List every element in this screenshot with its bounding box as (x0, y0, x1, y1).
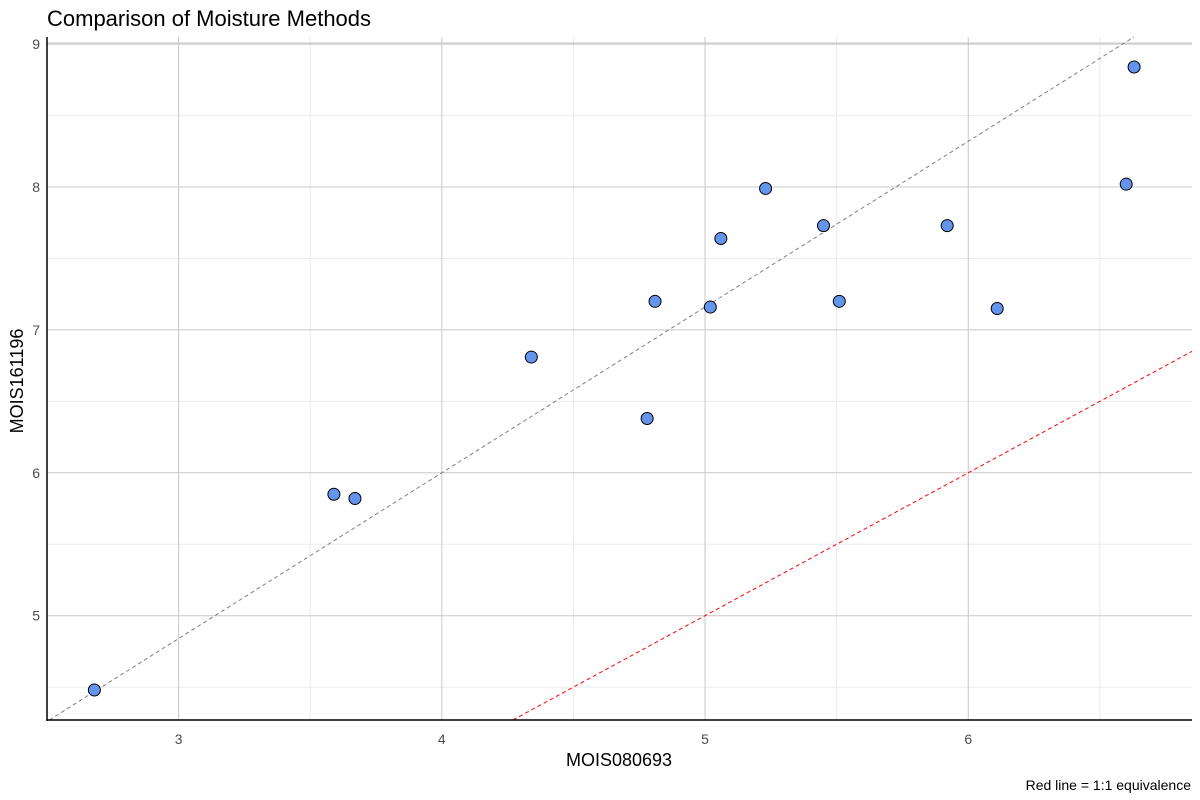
data-point (940, 219, 954, 233)
data-point (703, 300, 717, 314)
x-axis-title: MOIS080693 (566, 750, 672, 770)
data-point (1127, 60, 1141, 74)
y-tick-label: 5 (32, 608, 40, 624)
chart-caption: Red line = 1:1 equivalence (1026, 777, 1192, 793)
y-tick-label: 8 (32, 179, 40, 195)
data-point (648, 294, 662, 308)
data-point (327, 487, 341, 501)
grid-minor (46, 37, 1192, 720)
reference-lines (49, 36, 1193, 721)
data-point (348, 492, 362, 506)
regression-line (49, 36, 1135, 721)
grid-major (47, 37, 1192, 720)
y-tick-labels: 5 6 7 8 9 (32, 36, 40, 624)
y-tick-label: 6 (32, 465, 40, 481)
data-point (832, 294, 846, 308)
data-point (990, 301, 1004, 315)
axes (46, 37, 1192, 721)
x-tick-label: 4 (438, 731, 446, 747)
y-axis-title: MOIS161196 (7, 329, 27, 434)
data-point (640, 412, 654, 426)
chart-title: Comparison of Moisture Methods (47, 6, 371, 31)
x-tick-labels: 3 4 5 6 (175, 731, 973, 747)
x-tick-label: 5 (701, 731, 709, 747)
identity-line (512, 350, 1193, 721)
y-tick-label: 9 (32, 36, 40, 52)
data-point (1119, 177, 1133, 191)
x-tick-label: 6 (964, 731, 972, 747)
data-point (87, 683, 101, 697)
x-tick-label: 3 (175, 731, 183, 747)
data-point (759, 181, 773, 195)
y-tick-label: 7 (32, 322, 40, 338)
data-point (714, 231, 728, 245)
data-point (816, 219, 830, 233)
data-point (524, 350, 538, 364)
data-points (87, 60, 1141, 697)
